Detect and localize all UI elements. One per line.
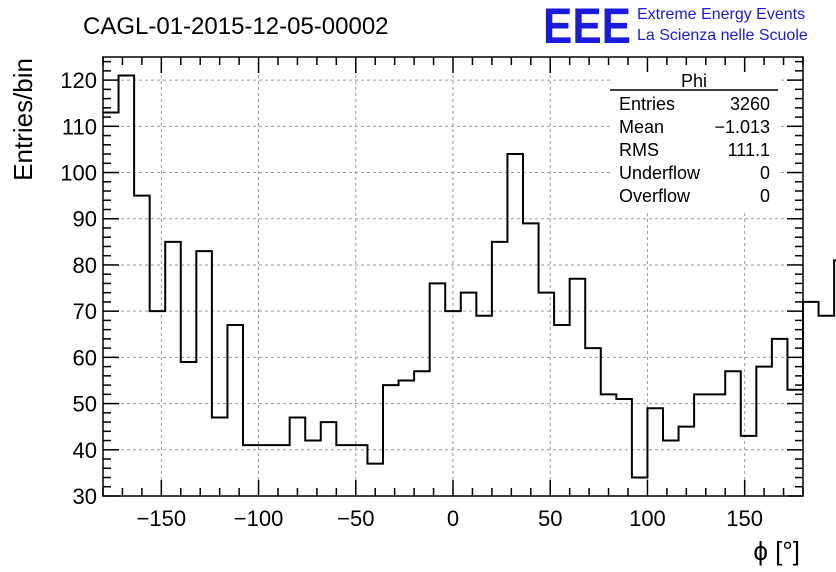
logo-line2: La Scienza nelle Scuole — [637, 27, 808, 44]
x-tick-label: 50 — [538, 506, 562, 531]
stats-label: Entries — [619, 94, 675, 114]
y-tick-label: 60 — [73, 345, 97, 370]
stats-label: RMS — [619, 140, 659, 160]
y-tick-label: 70 — [73, 299, 97, 324]
eee-logo: EEE Extreme Energy Events La Scienza nel… — [543, 0, 808, 54]
y-tick-label: 40 — [73, 438, 97, 463]
x-tick-label: 0 — [447, 506, 459, 531]
stats-label: Mean — [619, 117, 664, 137]
y-tick-label: 30 — [73, 484, 97, 509]
logo-mark: EEE — [543, 0, 631, 54]
axis-ticks — [102, 57, 804, 497]
y-tick-labels: 30 40 50 60 70 80 90 100 110 120 — [60, 68, 97, 509]
x-tick-label: 100 — [629, 506, 666, 531]
logo-line1: Extreme Energy Events — [637, 6, 805, 23]
y-tick-label: 120 — [60, 68, 97, 93]
stats-title: Phi — [681, 71, 707, 91]
stats-value: 0 — [760, 163, 770, 183]
stats-value: 111.1 — [728, 140, 770, 160]
x-tick-labels: −150 −100 −50 0 50 100 150 — [137, 506, 763, 531]
y-axis-label: Entries/bin — [8, 58, 38, 181]
stats-box-background — [610, 72, 778, 210]
stats-value: 0 — [760, 186, 770, 206]
histogram-series — [103, 74, 836, 479]
stats-label: Overflow — [619, 186, 691, 206]
x-axis-label: ϕ [°] — [753, 536, 800, 566]
stats-box: Phi Entries 3260 Mean −1.013 RMS 111.1 Underfl… — [610, 71, 778, 210]
x-tick-label: 150 — [726, 506, 763, 531]
x-tick-label: −100 — [234, 506, 284, 531]
y-tick-label: 90 — [73, 207, 97, 232]
y-tick-label: 100 — [60, 161, 97, 186]
chart-title: CAGL-01-2015-12-05-00002 — [83, 13, 389, 40]
y-tick-label: 80 — [73, 253, 97, 278]
stats-label: Underflow — [619, 163, 701, 183]
y-tick-label: 50 — [73, 392, 97, 417]
x-tick-label: −150 — [137, 506, 187, 531]
y-tick-label: 110 — [62, 114, 97, 139]
x-tick-label: −50 — [337, 506, 374, 531]
stats-value: 3260 — [730, 94, 770, 114]
stats-value: −1.013 — [714, 117, 770, 137]
